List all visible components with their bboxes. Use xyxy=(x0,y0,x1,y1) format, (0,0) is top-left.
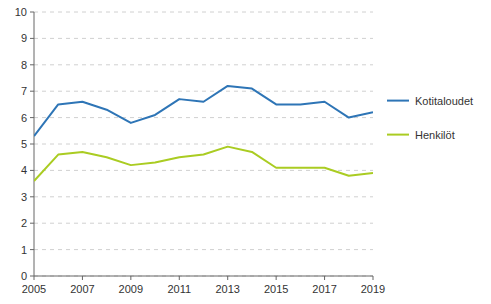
x-tick xyxy=(324,276,325,280)
grid-line xyxy=(34,196,373,197)
x-tick-label: 2005 xyxy=(22,283,46,295)
x-tick-label: 2015 xyxy=(264,283,288,295)
lines xyxy=(34,86,373,181)
grid-line xyxy=(34,170,373,171)
page: {"chart_data": {"type": "line", "x": [20… xyxy=(0,0,491,304)
x-tick-label: 2011 xyxy=(167,283,191,295)
grid-line xyxy=(34,276,373,277)
y-tick-label: 5 xyxy=(21,138,27,150)
y-tick-label: 2 xyxy=(21,217,27,229)
axes: 0 1 2 3 4 5 6 7 8 9 10 2005 2007 2009 2011 2013 2015 2017… xyxy=(15,6,385,295)
y-tick-label: 3 xyxy=(21,191,27,203)
x-tick-label: 2009 xyxy=(119,283,143,295)
y-tick xyxy=(30,38,34,39)
x-tick xyxy=(276,276,277,280)
chart: 0 1 2 3 4 5 6 7 8 9 10 2005 2007 2009 2011 2013 2015 2017… xyxy=(0,0,491,304)
x-tick-label: 2007 xyxy=(70,283,94,295)
legend-swatch xyxy=(387,134,409,136)
x-axis-line xyxy=(34,276,373,277)
x-tick xyxy=(130,276,131,280)
series-line xyxy=(34,147,373,181)
y-tick-label: 1 xyxy=(21,244,27,256)
y-tick xyxy=(30,196,34,197)
y-tick xyxy=(30,170,34,171)
grid-line xyxy=(34,64,373,65)
y-tick xyxy=(30,117,34,118)
legend-label: Henkilöt xyxy=(415,129,455,141)
grid-line xyxy=(34,91,373,92)
y-tick xyxy=(30,144,34,145)
x-tick xyxy=(227,276,228,280)
legend-label: Kotitaloudet xyxy=(415,95,473,107)
y-tick xyxy=(30,223,34,224)
x-tick xyxy=(34,276,35,280)
y-tick-label: 6 xyxy=(21,112,27,124)
grid-line xyxy=(34,249,373,250)
y-tick xyxy=(30,12,34,13)
legend-swatch xyxy=(387,100,409,102)
y-tick-label: 7 xyxy=(21,85,27,97)
y-tick-label: 10 xyxy=(15,6,27,18)
y-tick-label: 0 xyxy=(21,270,27,282)
y-tick-label: 8 xyxy=(21,59,27,71)
x-tick-label: 2017 xyxy=(312,283,336,295)
y-tick xyxy=(30,91,34,92)
grid-line xyxy=(34,38,373,39)
series-line xyxy=(34,86,373,136)
y-tick xyxy=(30,249,34,250)
y-tick xyxy=(30,64,34,65)
grid xyxy=(34,12,373,276)
x-tick-label: 2013 xyxy=(215,283,239,295)
x-tick xyxy=(373,276,374,280)
grid-line xyxy=(34,223,373,224)
x-tick xyxy=(179,276,180,280)
y-tick xyxy=(30,276,34,277)
x-tick xyxy=(82,276,83,280)
grid-line xyxy=(34,144,373,145)
y-tick-label: 4 xyxy=(21,164,27,176)
y-tick-label: 9 xyxy=(21,32,27,44)
grid-line xyxy=(34,117,373,118)
grid-line xyxy=(34,12,373,13)
legend: Kotitaloudet Henkilöt xyxy=(387,95,473,141)
x-tick-label: 2019 xyxy=(361,283,385,295)
